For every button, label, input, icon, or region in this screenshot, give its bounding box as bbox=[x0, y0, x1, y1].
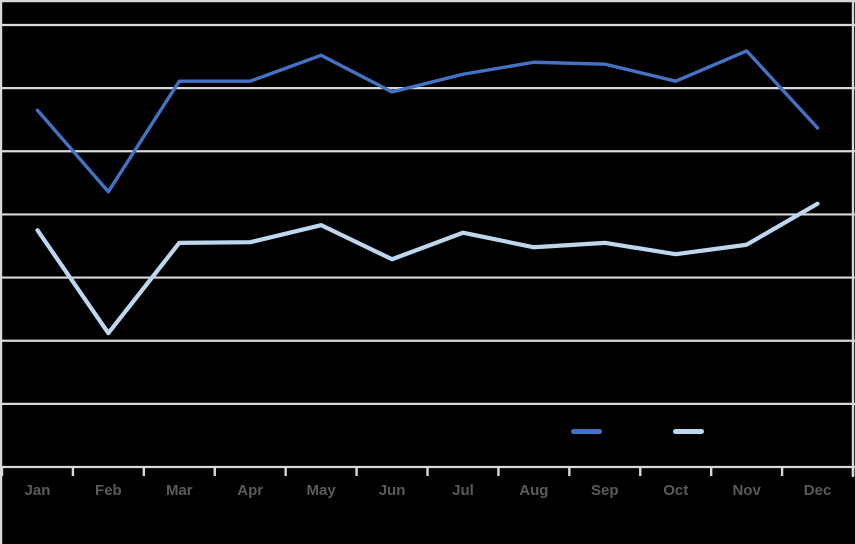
x-axis-label-mar: Mar bbox=[166, 482, 193, 499]
legend-swatch-series-2 bbox=[673, 429, 704, 434]
x-axis-label-apr: Apr bbox=[237, 482, 263, 499]
x-axis-label-may: May bbox=[307, 482, 337, 499]
x-axis-label-jul: Jul bbox=[452, 482, 474, 499]
x-axis-label-dec: Dec bbox=[804, 482, 832, 499]
x-axis-label-nov: Nov bbox=[732, 482, 761, 499]
x-axis-label-jan: Jan bbox=[25, 482, 51, 499]
x-axis-label-aug: Aug bbox=[519, 482, 548, 499]
line-series-1 bbox=[35, 49, 820, 194]
legend-swatch-series-1 bbox=[571, 429, 602, 434]
line-series-2 bbox=[35, 201, 820, 336]
x-axis-label-oct: Oct bbox=[663, 482, 688, 499]
x-axis-label-jun: Jun bbox=[379, 482, 406, 499]
x-axis-label-sep: Sep bbox=[591, 482, 619, 499]
x-axis-label-feb: Feb bbox=[95, 482, 122, 499]
